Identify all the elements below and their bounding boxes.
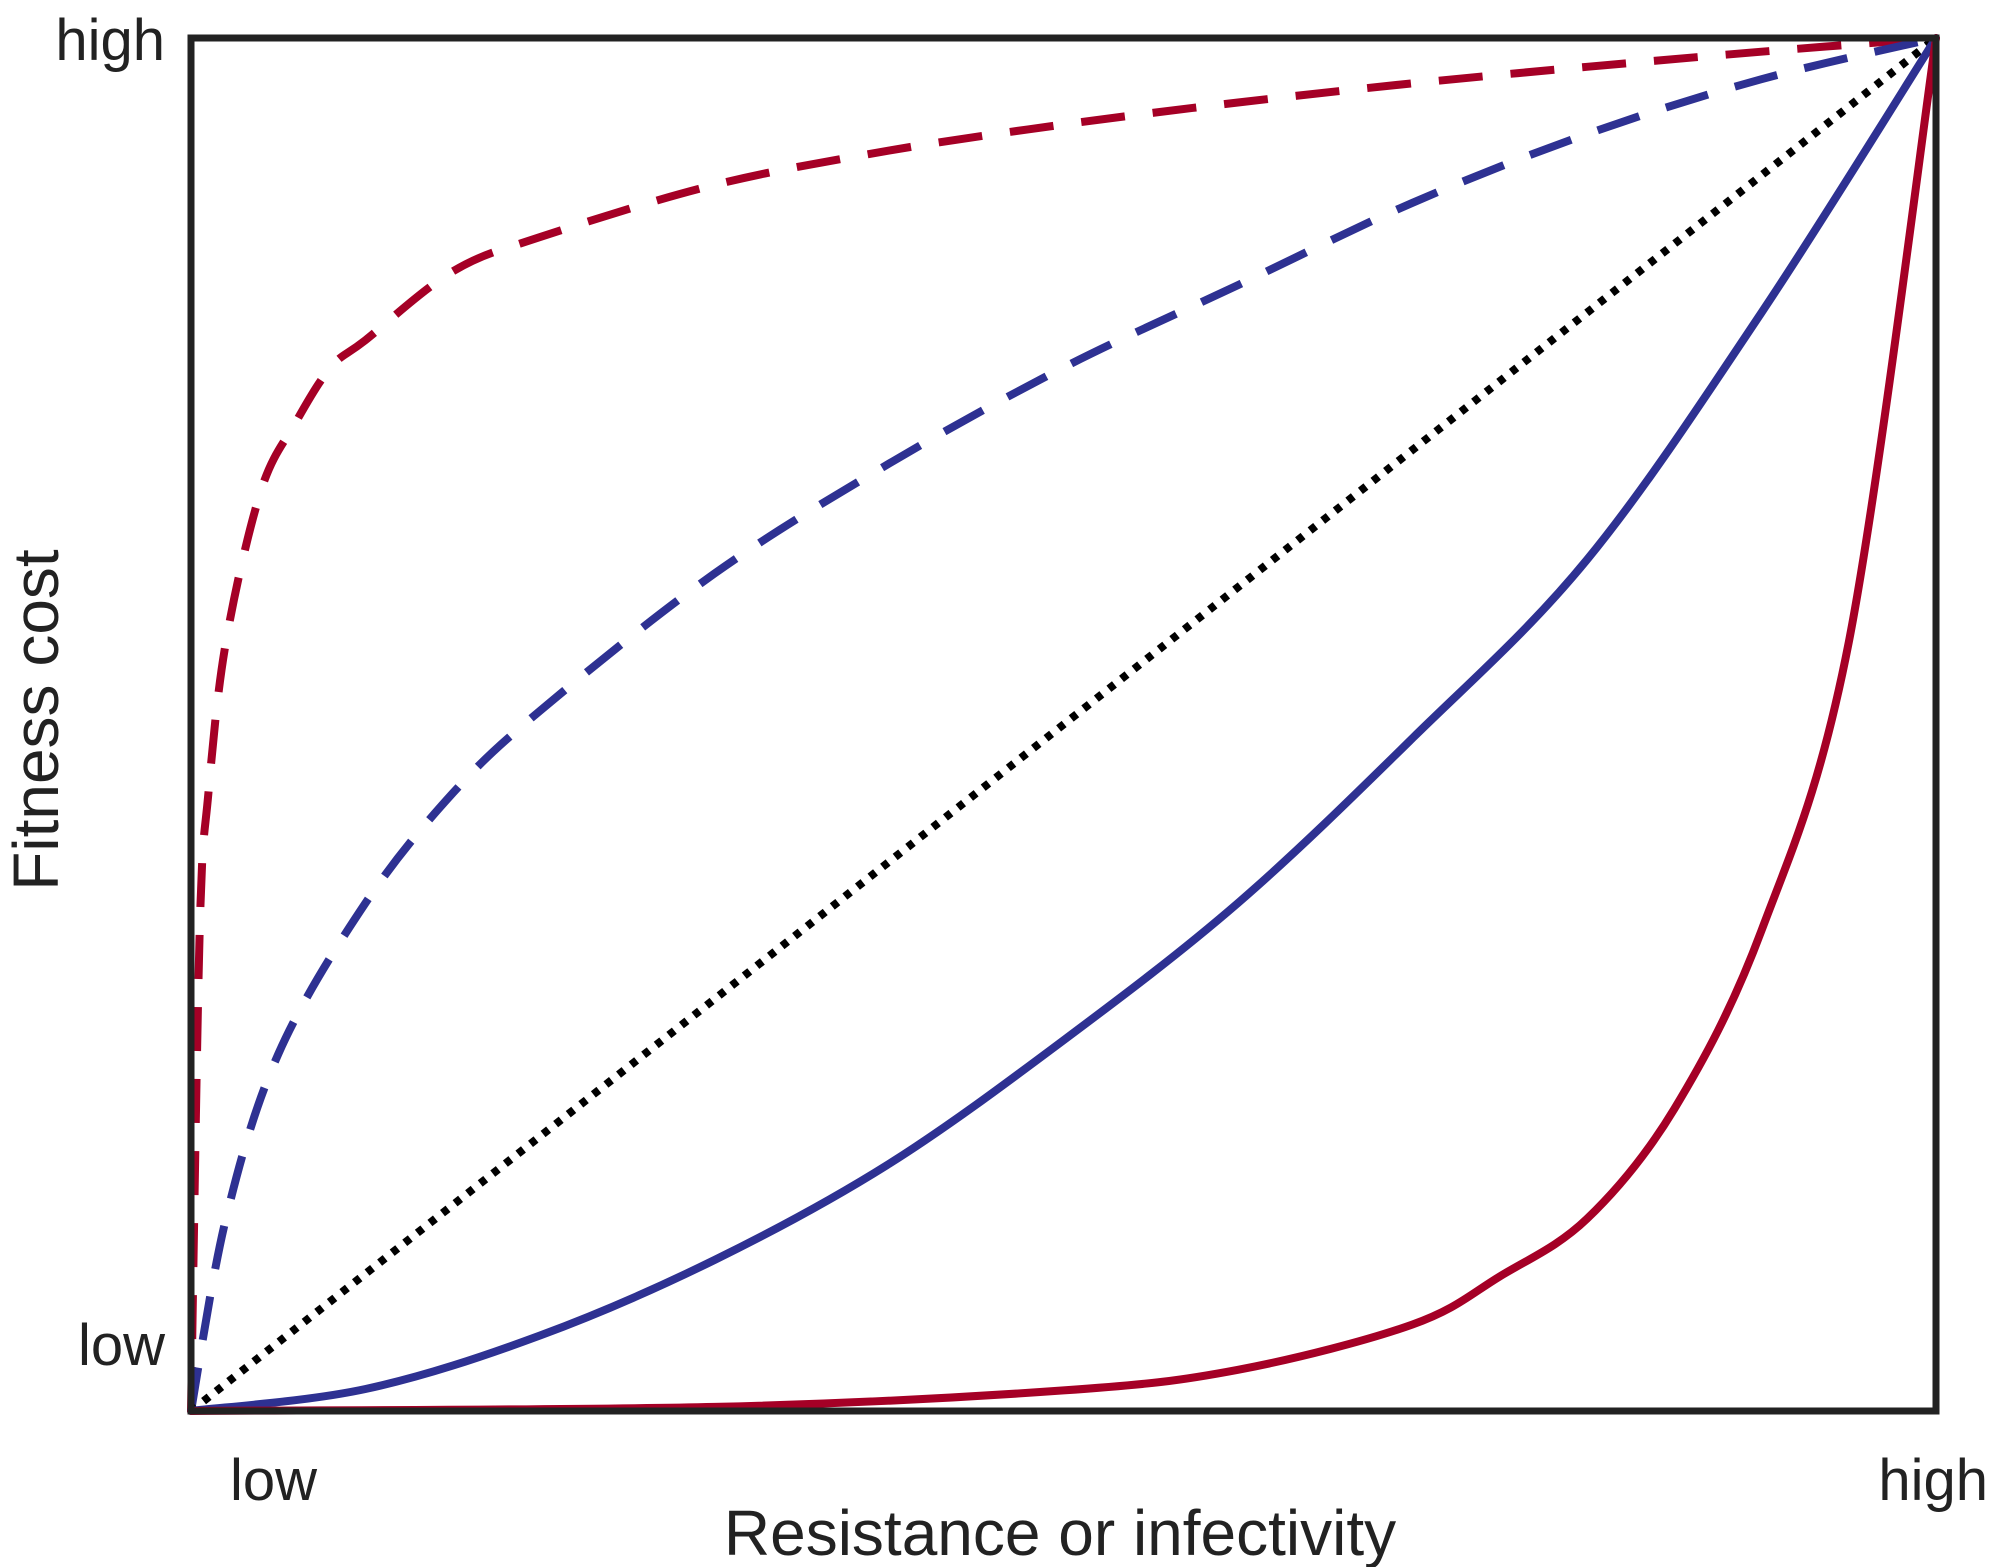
x-tick-label-high: high — [1878, 1448, 1988, 1513]
x-axis-title: Resistance or infectivity — [724, 1497, 1396, 1567]
series-red-dashed — [187, 34, 1937, 1412]
y-tick-label-low: low — [78, 1313, 166, 1378]
series-blue-solid — [187, 34, 1940, 1415]
series-black-dotted — [188, 34, 1939, 1415]
x-tick-label-low: low — [230, 1448, 318, 1513]
plot-frame — [187, 34, 1940, 1415]
series-blue-dashed — [187, 34, 1937, 1412]
series-red-solid — [187, 34, 1940, 1415]
series-layer — [187, 34, 1940, 1415]
y-tick-label-high: high — [55, 8, 165, 73]
y-axis-title: Fitness cost — [0, 549, 72, 891]
